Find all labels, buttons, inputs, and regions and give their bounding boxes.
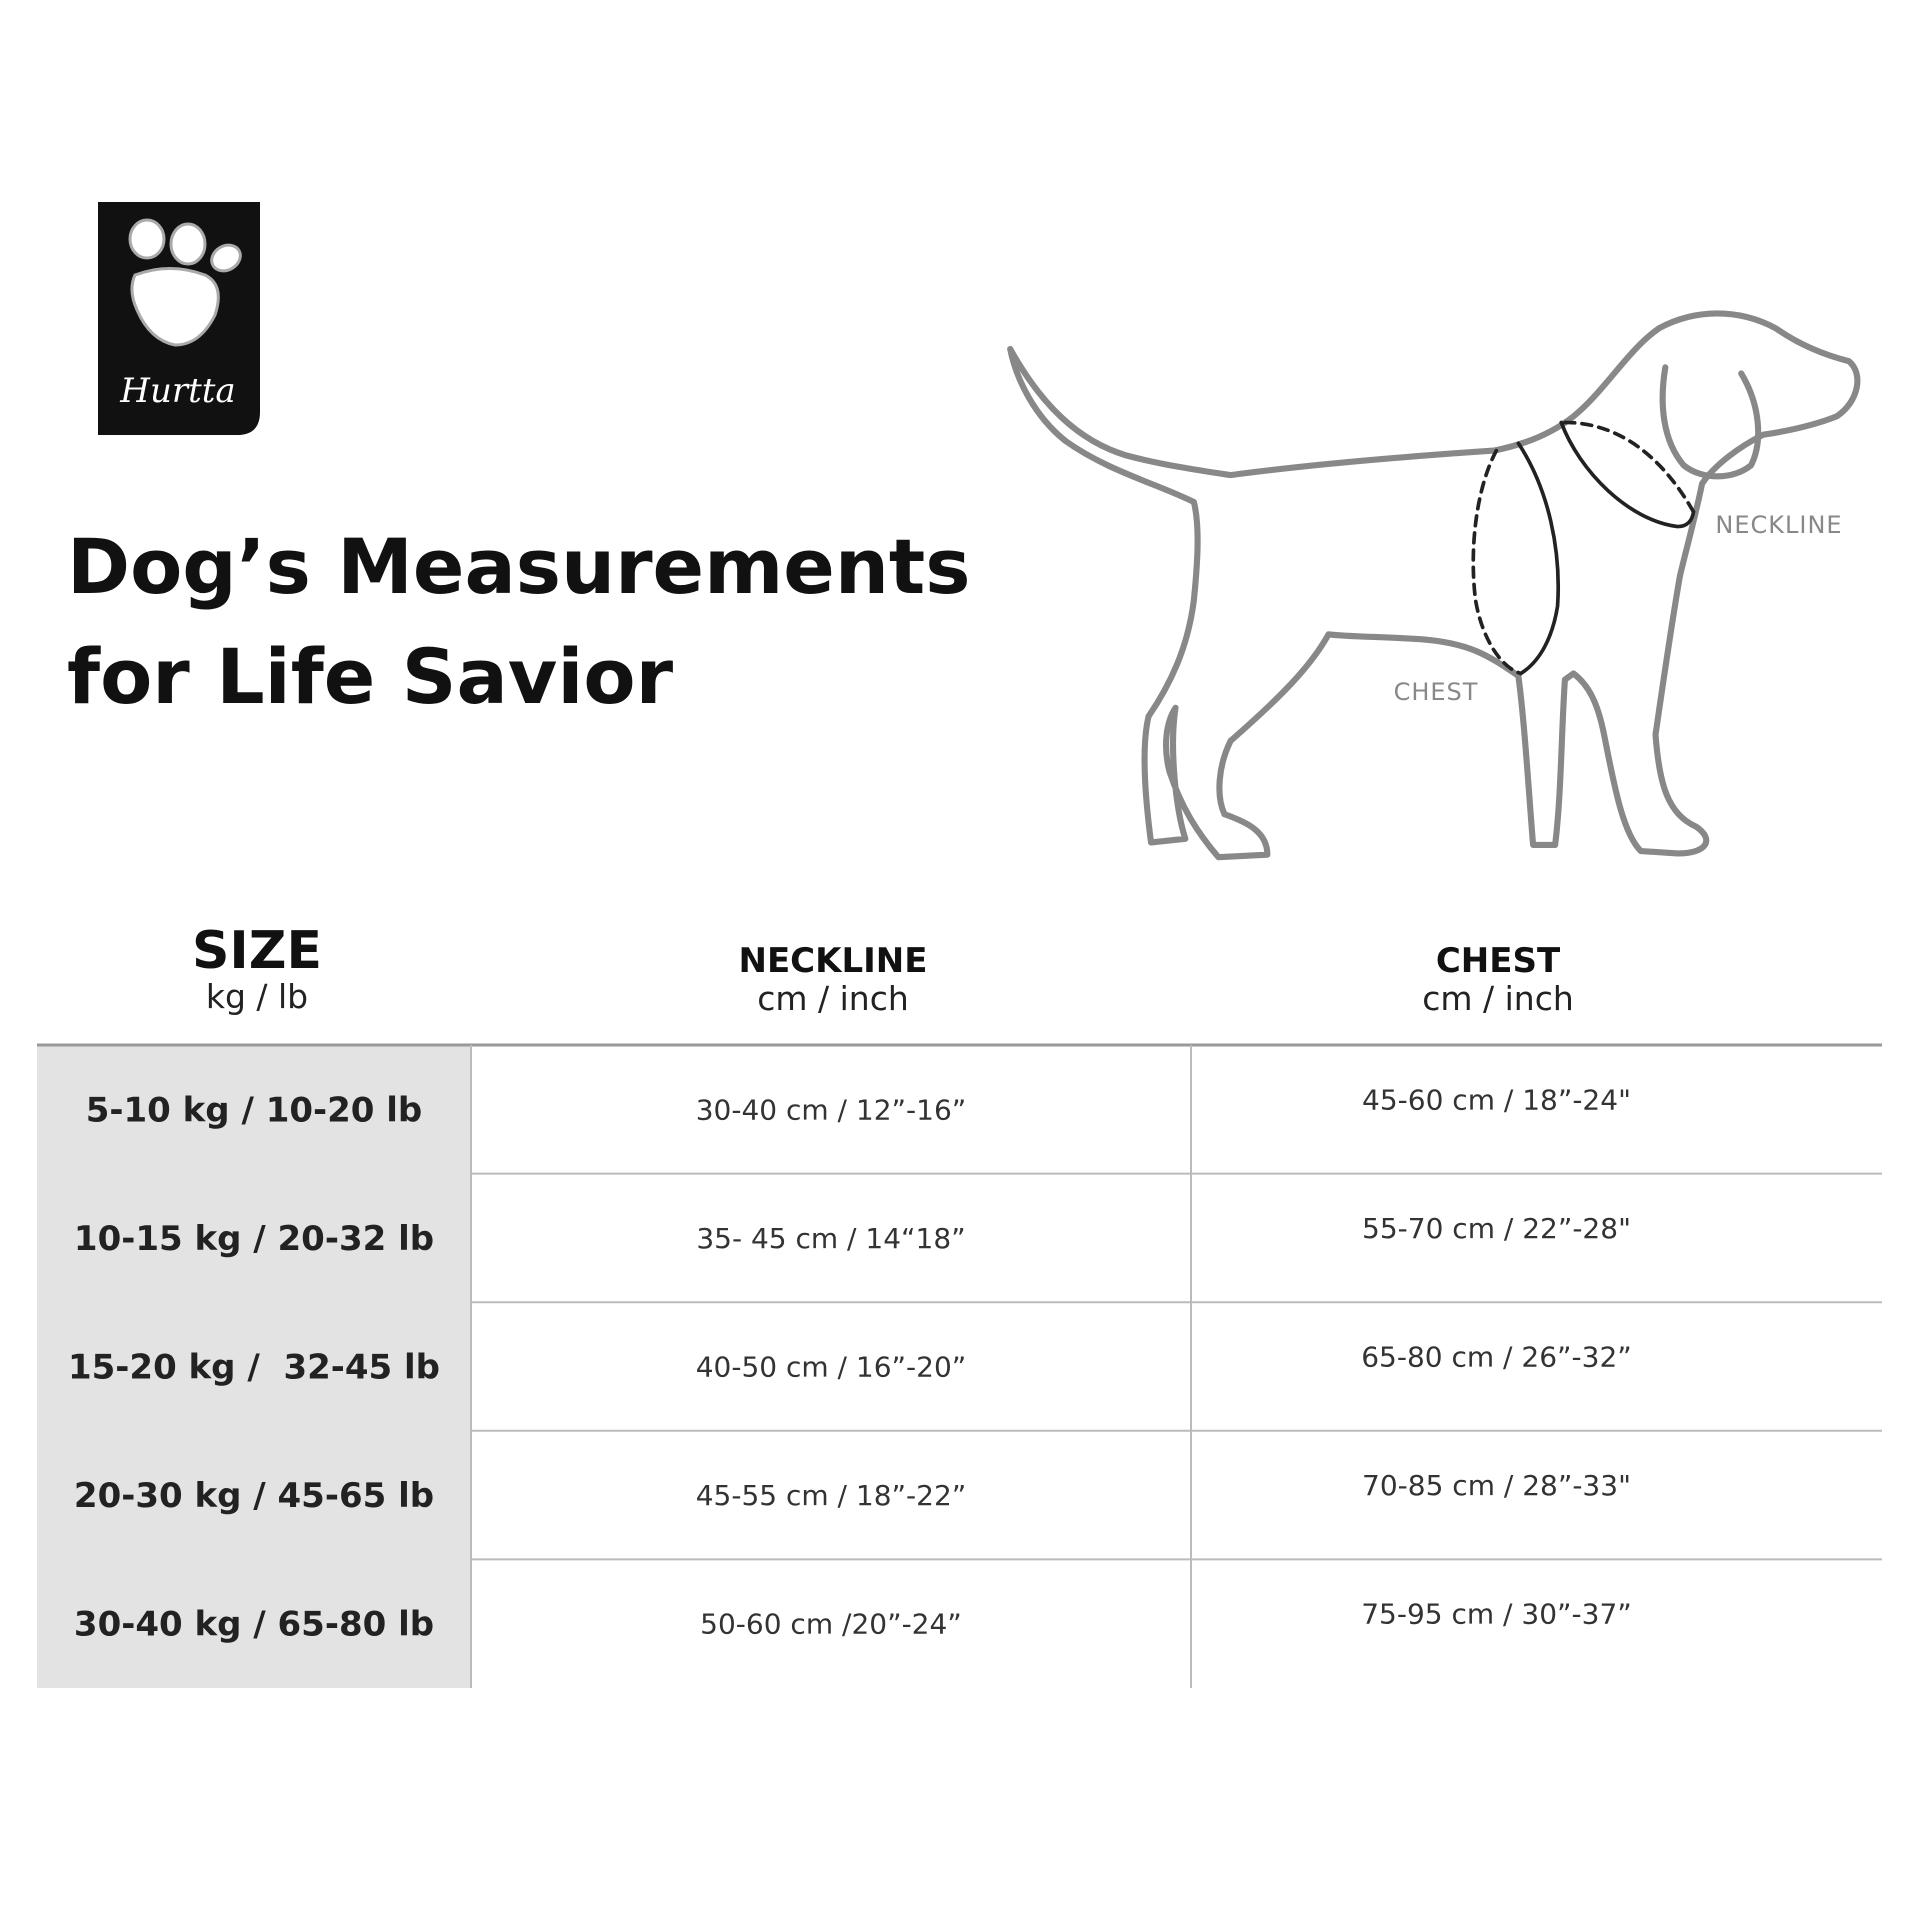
paw-toe <box>169 222 207 266</box>
logo-text: Hurtta <box>119 371 235 411</box>
chest-loop <box>1516 441 1560 676</box>
neckline-loop-back <box>1563 420 1696 514</box>
size-cell: 5-10 kg / 10-20 lb <box>86 1090 423 1130</box>
size-column-bg <box>37 1045 471 1688</box>
dog-illustration <box>1007 310 1861 861</box>
column-unit: cm / inch <box>757 979 909 1018</box>
chest-cell: 45-60 cm / 18”-24" <box>1362 1083 1631 1116</box>
column-title: NECKLINE <box>739 941 928 981</box>
neckline-cell: 30-40 cm / 12”-16” <box>696 1093 967 1126</box>
chest-cell: 65-80 cm / 26”-32” <box>1361 1341 1632 1374</box>
size-cell: 30-40 kg / 65-80 lb <box>74 1605 434 1645</box>
dog-ear <box>1659 364 1762 480</box>
diagram-label: CHEST <box>1394 678 1479 706</box>
neckline-cell: 50-60 cm /20”-24” <box>700 1608 962 1641</box>
dog-outline <box>1007 310 1861 861</box>
neckline-cell: 45-55 cm / 18”-22” <box>696 1479 967 1512</box>
size-cell: 10-15 kg / 20-32 lb <box>74 1219 434 1259</box>
column-unit: kg / lb <box>206 977 308 1016</box>
size-cell: 20-30 kg / 45-65 lb <box>74 1476 434 1516</box>
chest-cell: 70-85 cm / 28”-33" <box>1362 1469 1631 1502</box>
column-title: CHEST <box>1436 941 1561 981</box>
title-line: Dog’s Measurements <box>67 522 971 611</box>
neckline-cell: 40-50 cm / 16”-20” <box>696 1351 967 1384</box>
paw-toe <box>128 218 166 260</box>
table: 5-10 kg / 10-20 lb 30-40 cm / 12”-16” 45-6… <box>37 1043 1882 1688</box>
paw-toe <box>210 243 242 273</box>
diagram-label: NECKLINE <box>1715 511 1842 539</box>
size-cell: 15-20 kg / 32-45 lb <box>68 1348 440 1388</box>
neckline-loop <box>1559 420 1696 529</box>
column-title: SIZE <box>192 921 322 981</box>
chest-cell: 55-70 cm / 22”-28" <box>1362 1212 1631 1245</box>
column-unit: cm / inch <box>1422 979 1574 1018</box>
paw-pad <box>130 267 220 347</box>
neckline-cell: 35- 45 cm / 14“18” <box>696 1222 965 1255</box>
chest-cell: 75-95 cm / 30”-37” <box>1361 1598 1632 1631</box>
title-line: for Life Savior <box>67 632 674 721</box>
logo: Hurtta <box>98 202 260 435</box>
chest-loop-back <box>1471 448 1523 676</box>
